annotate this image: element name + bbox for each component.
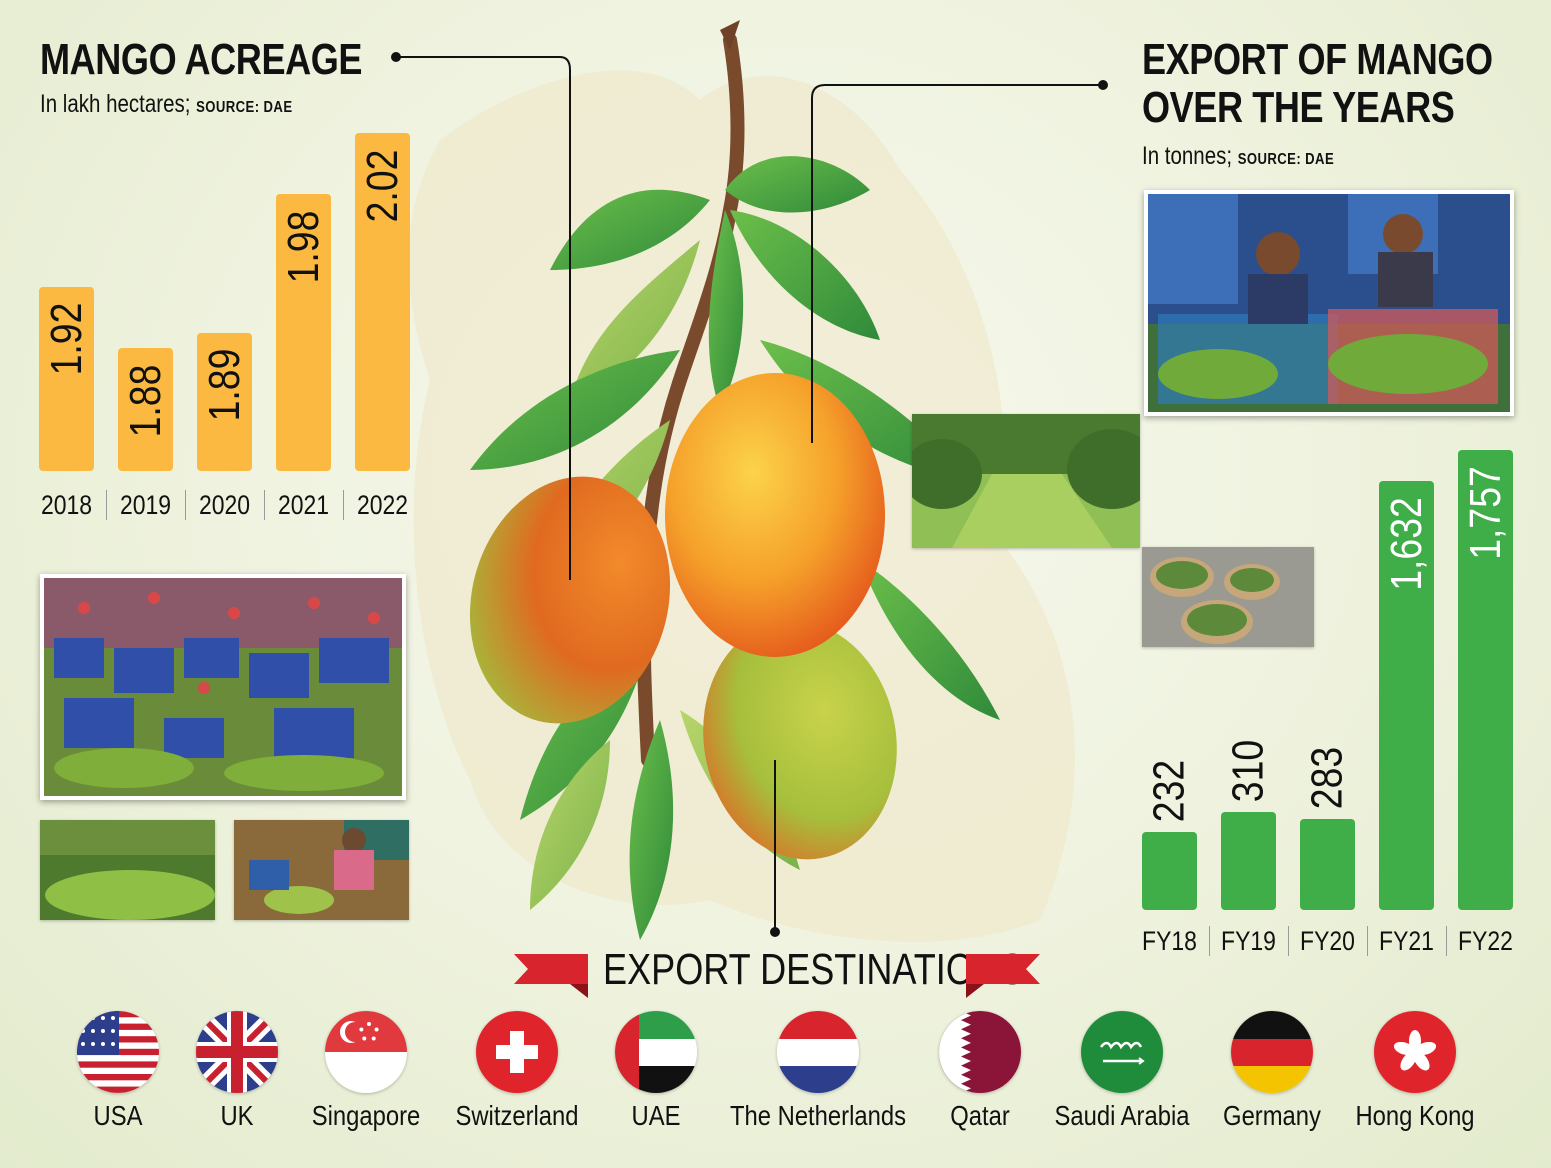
acreage-tick-label: 2022 (356, 490, 409, 520)
acreage-bar-chart: 1.92 2018 1.88 2019 1.89 2020 1.98 2021 2.02 2022 (0, 0, 450, 540)
export-title-line2: OVER THE YEARS (1142, 83, 1455, 132)
destination-name: The Netherlands (730, 1100, 906, 1131)
acreage-value-label: 1.88 (120, 364, 170, 438)
mango-packing-photo (234, 820, 409, 920)
export-unit: In tonnes; (1142, 142, 1233, 170)
export-subtitle: In tonnes; SOURCE: DAE (1142, 142, 1334, 171)
acreage-tick-label: 2021 (277, 490, 330, 520)
acreage-subtitle: In lakh hectares; SOURCE: DAE (40, 90, 292, 119)
acreage-value-label: 1.89 (199, 348, 249, 422)
acreage-unit: In lakh hectares; (40, 90, 191, 118)
export-tick-label: FY21 (1379, 926, 1434, 956)
export-bar-fy18 (1142, 831, 1197, 910)
export-tick-label: FY19 (1221, 926, 1276, 956)
export-connector-line (811, 80, 1108, 443)
acreage-tick-label: 2019 (119, 490, 172, 520)
export-value-label: 1,757 (1460, 465, 1510, 560)
destination-name: Switzerland (455, 1100, 579, 1131)
destination-name: Germany (1223, 1100, 1321, 1131)
germany-flag-icon (1231, 1011, 1313, 1093)
export-tick-label: FY20 (1300, 926, 1355, 956)
acreage-value-label: 1.98 (278, 210, 328, 284)
destination-name: UK (220, 1100, 254, 1131)
destinations-connector-line (770, 760, 780, 937)
acreage-bar-2020 (197, 332, 252, 471)
mango-baskets-image (1142, 547, 1314, 647)
mango-orchard-rows-photo (912, 414, 1140, 548)
mango-market-photo (40, 574, 406, 800)
acreage-tick-label: 2018 (40, 490, 93, 520)
acreage-separator (264, 490, 265, 520)
acreage-separator (343, 490, 344, 520)
hong-kong-flag-icon (1374, 1011, 1456, 1093)
export-separator (1209, 926, 1210, 956)
export-value-label: 232 (1144, 759, 1194, 823)
acreage-value-label: 2.02 (357, 149, 407, 222)
mango-packing-image (234, 820, 409, 920)
export-separator (1367, 926, 1368, 956)
export-bar-fy21 (1379, 481, 1434, 910)
destination-name: Singapore (311, 1100, 421, 1131)
acreage-source: SOURCE: DAE (196, 99, 293, 116)
saudi-arabia-flag-icon (1081, 1011, 1163, 1093)
mango-baskets-photo (1142, 547, 1314, 647)
acreage-tick-label: 2020 (198, 490, 251, 520)
acreage-connector-line (391, 52, 571, 580)
export-bar-chart: 232 FY18 310 FY19 283 FY20 1,632 FY21 1,757 FY22 (1100, 400, 1551, 970)
export-title-line1: EXPORT OF MANGO (1142, 35, 1493, 84)
export-bar-fy19 (1221, 812, 1276, 910)
acreage-title: MANGO ACREAGE (40, 35, 363, 84)
usa-flag-icon (77, 1011, 159, 1093)
mango-traders-image (1148, 194, 1510, 412)
singapore-flag-icon (325, 1011, 407, 1093)
destination-name: Saudi Arabia (1054, 1100, 1190, 1131)
export-bar-fy20 (1300, 819, 1355, 910)
netherlands-flag-icon (777, 1011, 859, 1093)
destination-name: Hong Kong (1355, 1100, 1475, 1131)
destination-name: Qatar (950, 1100, 1010, 1131)
qatar-flag-icon (939, 1011, 1021, 1093)
export-separator (1288, 926, 1289, 956)
export-source: SOURCE: DAE (1237, 151, 1335, 168)
export-value-label: 1,632 (1381, 497, 1431, 591)
acreage-bar-2019 (118, 348, 173, 471)
uk-flag-icon (196, 1011, 278, 1093)
export-bar-fy22 (1458, 450, 1513, 910)
export-tick-label: FY22 (1458, 926, 1513, 956)
destination-name: USA (93, 1100, 143, 1131)
destination-name: UAE (631, 1100, 681, 1131)
acreage-bar-2021 (276, 194, 331, 471)
acreage-bar-2022 (355, 133, 410, 471)
export-tick-label: FY18 (1142, 926, 1197, 956)
ribbon-right (966, 954, 1040, 998)
mango-market-image (44, 578, 402, 796)
acreage-separator (106, 490, 107, 520)
export-value-label: 283 (1302, 746, 1352, 810)
uae-flag-icon (615, 1011, 697, 1093)
acreage-bar-2018 (39, 286, 94, 471)
mango-orchard-rows-image (912, 414, 1140, 548)
export-value-label: 310 (1223, 740, 1273, 803)
mango-traders-photo (1144, 190, 1514, 416)
acreage-separator (185, 490, 186, 520)
switzerland-flag-icon (476, 1011, 558, 1093)
destinations-title: EXPORT DESTINATIONS (603, 945, 1025, 994)
mango-orchard-image (40, 820, 215, 920)
ribbon-left (514, 954, 588, 998)
mango-orchard-photo (40, 820, 215, 920)
acreage-value-label: 1.92 (41, 302, 91, 376)
export-separator (1446, 926, 1447, 956)
